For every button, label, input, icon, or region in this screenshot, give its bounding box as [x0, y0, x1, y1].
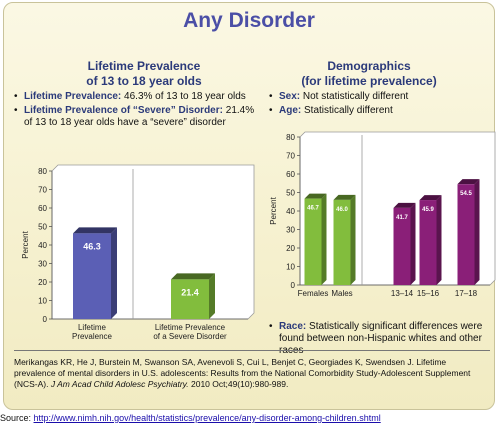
- reference-citation: Merikangas KR, He J, Burstein M, Swanson…: [14, 350, 490, 390]
- bar-top: [171, 273, 215, 280]
- bar: [171, 279, 209, 319]
- source-link[interactable]: http://www.nimh.nih.gov/health/statistic…: [33, 413, 381, 423]
- x-category-label: Lifetime Prevalence: [155, 323, 226, 332]
- bar-value-label: 54.5: [460, 191, 472, 197]
- bar-side: [209, 273, 215, 319]
- right-heading-line1: Demographics: [327, 59, 411, 73]
- x-category-label: 13–14: [391, 289, 414, 298]
- bar: [304, 198, 322, 285]
- right-bar-chart: 0 10 20 30 40 50 60 70 80 Percent 46.7 46.0 41.7 45.9…: [269, 131, 496, 298]
- bar: [333, 199, 351, 285]
- y-tick-label: 50: [286, 189, 295, 198]
- x-category-label: Prevalence: [72, 332, 113, 341]
- bar-value-label: 21.4: [181, 287, 199, 297]
- left-heading-line1: Lifetime Prevalence: [87, 59, 201, 73]
- bar: [457, 184, 475, 285]
- bar: [419, 200, 437, 285]
- right-heading: Demographics (for lifetime prevalence): [259, 59, 479, 89]
- bar-side: [111, 227, 117, 319]
- y-tick-label: 80: [286, 133, 295, 142]
- y-tick-label: 60: [286, 170, 295, 179]
- slide-title: Any Disorder: [183, 9, 315, 32]
- bar-top: [304, 193, 327, 199]
- bar-side: [436, 195, 442, 285]
- y-tick-label: 70: [38, 186, 47, 195]
- y-tick-label: 10: [38, 297, 47, 306]
- bar-value-label: 46.7: [307, 206, 319, 212]
- x-category-label: 17–18: [455, 289, 478, 298]
- y-tick-label: 40: [286, 207, 295, 216]
- bar-value-label: 45.9: [422, 207, 434, 213]
- x-category-label: Females: [298, 289, 329, 298]
- y-tick-label: 20: [38, 278, 47, 287]
- bar: [393, 207, 411, 285]
- bar-side: [474, 179, 480, 285]
- y-tick-label: 30: [286, 226, 295, 235]
- y-tick-label: 30: [38, 260, 47, 269]
- bar-value-label: 41.7: [396, 215, 408, 221]
- left-bullet-list: Lifetime Prevalence: 46.3% of 13 to 18 y…: [14, 91, 259, 131]
- right-bullet-list: Sex: Not statistically different Age: St…: [269, 91, 489, 119]
- bar-side: [321, 193, 327, 285]
- left-heading-line2: of 13 to 18 year olds: [86, 74, 202, 88]
- bar-side: [350, 194, 356, 285]
- y-tick-label: 10: [286, 263, 295, 272]
- bullet-lifetime-prevalence: Lifetime Prevalence: 46.3% of 13 to 18 y…: [14, 91, 259, 103]
- bar-top: [457, 179, 480, 185]
- bar-top: [73, 227, 117, 234]
- y-tick-label: 20: [286, 244, 295, 253]
- bullet-severe-disorder: Lifetime Prevalence of “Severe” Disorder…: [14, 105, 259, 129]
- x-category-label: Males: [331, 289, 352, 298]
- left-bar-chart: 0 10 20 30 40 50 60 70 80 Percent 46.3 21.4 Lifetime…: [21, 164, 255, 341]
- y-axis-title: Percent: [21, 230, 30, 258]
- bar: [73, 233, 111, 319]
- y-tick-label: 50: [38, 223, 47, 232]
- left-heading: Lifetime Prevalence of 13 to 18 year old…: [44, 59, 244, 89]
- y-tick-label: 60: [38, 204, 47, 213]
- bar-top: [393, 202, 416, 208]
- bar-value-label: 46.0: [336, 207, 348, 213]
- y-tick-label: 70: [286, 152, 295, 161]
- bar-top: [333, 194, 356, 200]
- bullet-age: Age: Statistically different: [269, 105, 489, 117]
- bar-top: [419, 195, 442, 201]
- right-heading-line2: (for lifetime prevalence): [301, 74, 437, 88]
- y-tick-label: 80: [38, 167, 47, 176]
- y-tick-label: 40: [38, 241, 47, 250]
- y-axis-title: Percent: [269, 196, 278, 224]
- x-category-label: Lifetime: [78, 323, 107, 332]
- slide-panel: Any Disorder Lifetime Prevalence of 13 t…: [3, 2, 496, 410]
- x-category-label: of a Severe Disorder: [153, 332, 227, 341]
- source-line: Source: http://www.nimh.nih.gov/health/s…: [0, 413, 381, 423]
- x-category-label: 15–16: [417, 289, 440, 298]
- y-tick-label: 0: [291, 281, 296, 290]
- bullet-sex: Sex: Not statistically different: [269, 91, 489, 103]
- y-tick-label: 0: [43, 315, 48, 324]
- bar-value-label: 46.3: [83, 241, 101, 251]
- bar-side: [410, 202, 416, 285]
